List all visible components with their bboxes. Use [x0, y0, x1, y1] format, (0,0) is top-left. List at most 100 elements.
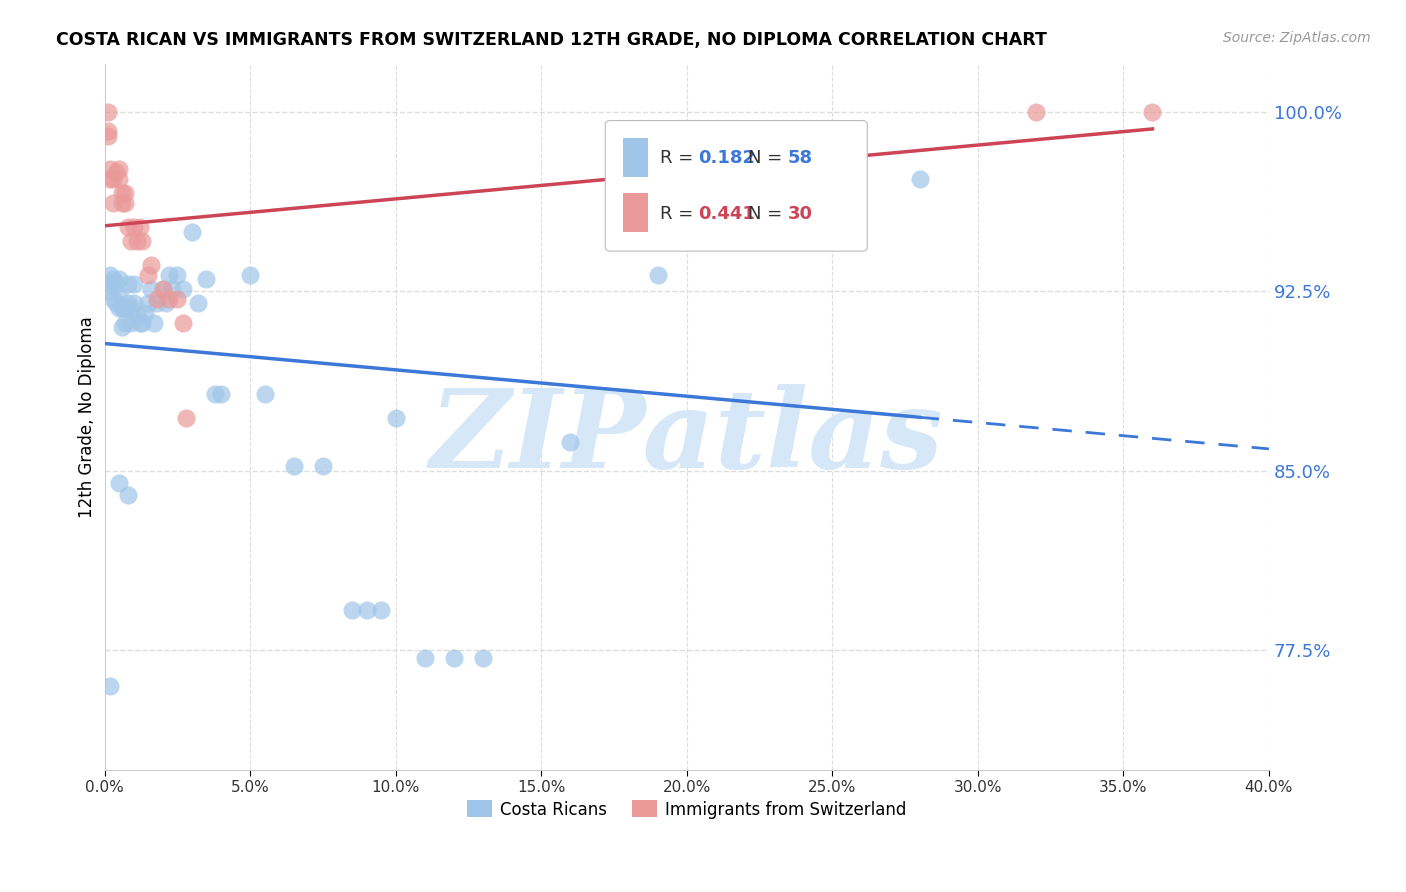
- Point: [100, 277, 122, 292]
- Point: [128, 219, 150, 234]
- Point: [120, 316, 142, 330]
- Point: [122, 296, 145, 310]
- Point: [187, 296, 209, 310]
- Point: [114, 195, 136, 210]
- FancyBboxPatch shape: [605, 120, 868, 252]
- Point: [96, 104, 118, 119]
- Point: [117, 277, 139, 292]
- Y-axis label: 12th Grade, No Diploma: 12th Grade, No Diploma: [79, 316, 96, 518]
- Point: [155, 296, 177, 310]
- Point: [108, 301, 131, 315]
- Point: [108, 162, 131, 177]
- Point: [141, 282, 163, 296]
- Point: [209, 387, 232, 401]
- Point: [134, 306, 156, 320]
- Point: [100, 679, 122, 693]
- Point: [136, 296, 159, 310]
- Point: [125, 234, 148, 248]
- Point: [152, 282, 174, 296]
- Point: [122, 277, 145, 292]
- Point: [413, 650, 436, 665]
- Point: [172, 316, 194, 330]
- Point: [111, 186, 134, 201]
- Point: [143, 316, 166, 330]
- Point: [128, 316, 150, 330]
- Point: [384, 411, 406, 425]
- Point: [96, 128, 118, 143]
- Point: [105, 165, 128, 179]
- Point: [370, 602, 392, 616]
- Point: [146, 292, 169, 306]
- FancyBboxPatch shape: [623, 194, 648, 232]
- Point: [166, 292, 188, 306]
- Text: N =: N =: [748, 149, 789, 167]
- Point: [114, 186, 136, 201]
- Point: [100, 162, 122, 177]
- Point: [117, 219, 139, 234]
- Point: [108, 475, 131, 490]
- Text: N =: N =: [748, 205, 789, 223]
- Text: R =: R =: [659, 149, 699, 167]
- Point: [114, 316, 136, 330]
- Point: [131, 234, 153, 248]
- Point: [96, 285, 118, 299]
- Point: [125, 309, 148, 323]
- Point: [108, 286, 131, 301]
- Text: 58: 58: [787, 149, 813, 167]
- Point: [356, 602, 378, 616]
- Point: [136, 268, 159, 282]
- Point: [312, 459, 335, 474]
- Point: [117, 488, 139, 502]
- Point: [111, 320, 134, 334]
- Point: [103, 292, 125, 306]
- Text: 0.182: 0.182: [699, 149, 755, 167]
- Point: [157, 268, 180, 282]
- Point: [122, 219, 145, 234]
- Point: [114, 301, 136, 315]
- Point: [283, 459, 305, 474]
- Point: [117, 296, 139, 310]
- Point: [734, 219, 756, 234]
- Point: [103, 172, 125, 186]
- Point: [560, 435, 582, 450]
- Point: [120, 301, 142, 315]
- Point: [908, 172, 931, 186]
- Point: [472, 650, 495, 665]
- Point: [195, 272, 218, 286]
- Point: [103, 272, 125, 286]
- Point: [1025, 104, 1047, 119]
- Point: [821, 219, 844, 234]
- Point: [253, 387, 276, 401]
- Legend: Costa Ricans, Immigrants from Switzerland: Costa Ricans, Immigrants from Switzerlan…: [460, 794, 914, 825]
- Point: [181, 225, 204, 239]
- Point: [157, 292, 180, 306]
- Point: [160, 282, 183, 296]
- Text: 0.441: 0.441: [699, 205, 755, 223]
- Point: [141, 258, 163, 272]
- Point: [111, 301, 134, 315]
- Point: [443, 650, 465, 665]
- Point: [1142, 104, 1164, 119]
- Text: Source: ZipAtlas.com: Source: ZipAtlas.com: [1223, 31, 1371, 45]
- Point: [120, 234, 142, 248]
- Point: [111, 195, 134, 210]
- Text: COSTA RICAN VS IMMIGRANTS FROM SWITZERLAND 12TH GRADE, NO DIPLOMA CORRELATION CH: COSTA RICAN VS IMMIGRANTS FROM SWITZERLA…: [56, 31, 1047, 49]
- Point: [105, 277, 128, 292]
- Point: [105, 296, 128, 310]
- Point: [100, 268, 122, 282]
- Point: [131, 316, 153, 330]
- Point: [152, 282, 174, 296]
- Point: [166, 268, 188, 282]
- Point: [340, 602, 363, 616]
- Point: [146, 296, 169, 310]
- Point: [172, 282, 194, 296]
- Text: R =: R =: [659, 205, 699, 223]
- Point: [108, 272, 131, 286]
- Point: [174, 411, 197, 425]
- Point: [100, 172, 122, 186]
- Point: [239, 268, 262, 282]
- Text: 30: 30: [787, 205, 813, 223]
- Point: [108, 172, 131, 186]
- Text: ZIPatlas: ZIPatlas: [430, 384, 943, 492]
- Point: [103, 195, 125, 210]
